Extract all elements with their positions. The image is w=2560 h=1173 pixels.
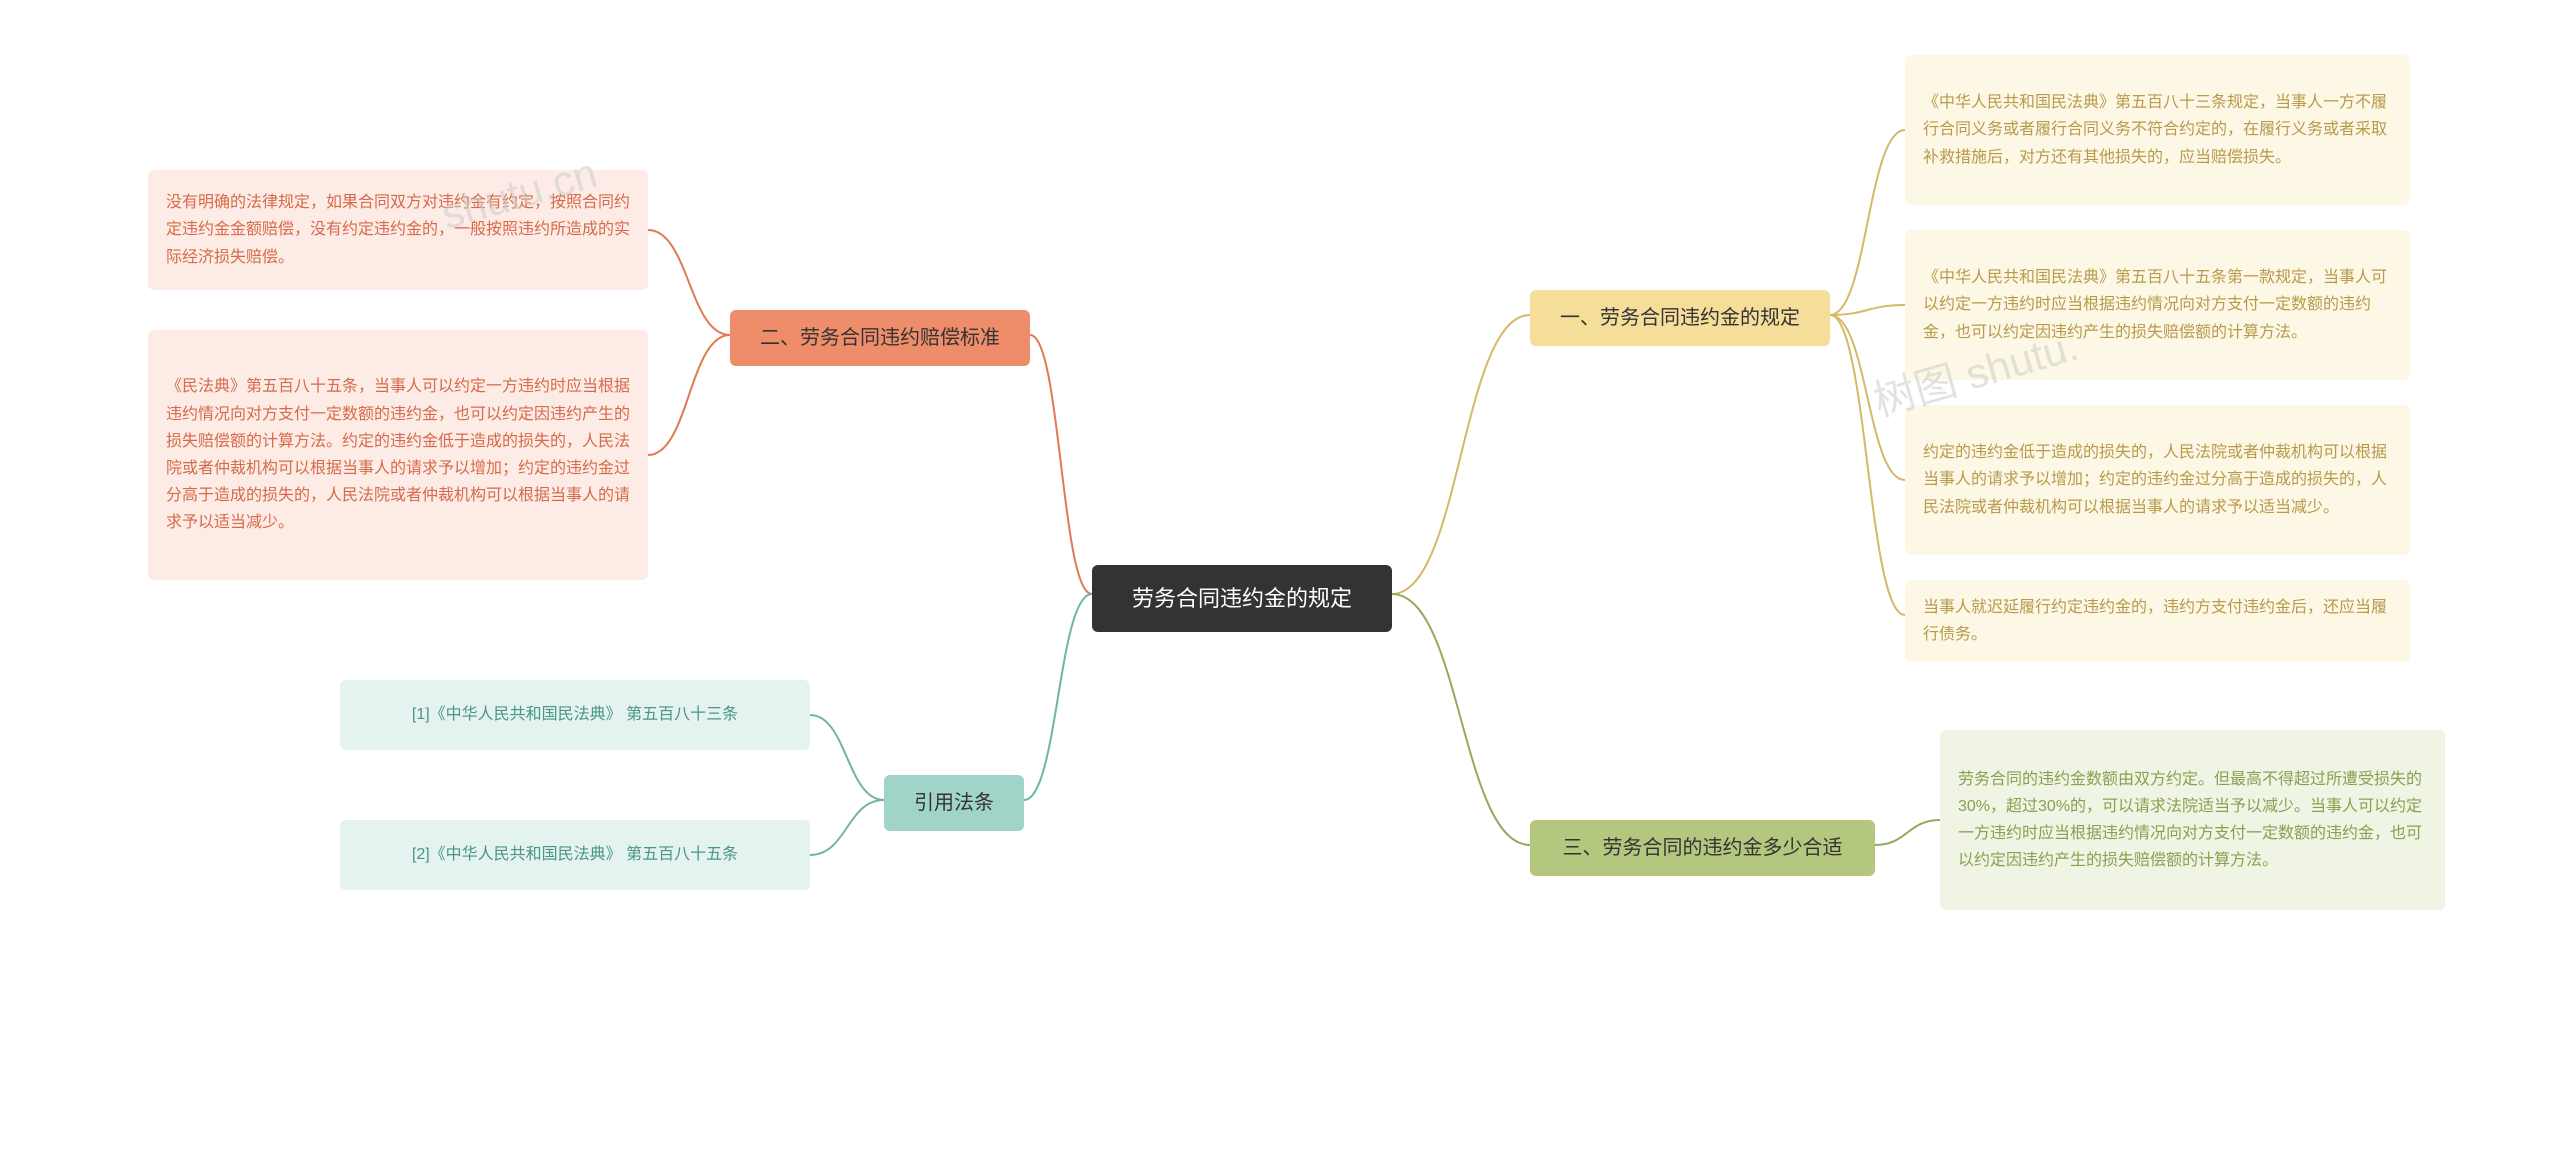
leaf-code-583: 《中华人民共和国民法典》第五百八十三条规定，当事人一方不履行合同义务或者履行合同… [1905,55,2410,205]
branch-compensation-standard: 二、劳务合同违约赔偿标准 [730,310,1030,366]
branch-cited-articles: 引用法条 [884,775,1024,831]
branch-penalty-regulation: 一、劳务合同违约金的规定 [1530,290,1830,346]
leaf-amount-30pct: 劳务合同的违约金数额由双方约定。但最高不得超过所遭受损失的30%，超过30%的，… [1940,730,2445,910]
leaf-civil-code-585: 《民法典》第五百八十五条，当事人可以约定一方违约时应当根据违约情况向对方支付一定… [148,330,648,580]
leaf-court-adjust: 约定的违约金低于造成的损失的，人民法院或者仲裁机构可以根据当事人的请求予以增加；… [1905,405,2410,555]
mindmap-root: 劳务合同违约金的规定 [1092,565,1392,632]
leaf-no-explicit-law: 没有明确的法律规定，如果合同双方对违约金有约定，按照合同约定违约金金额赔偿，没有… [148,170,648,290]
leaf-code-585-1: 《中华人民共和国民法典》第五百八十五条第一款规定，当事人可以约定一方违约时应当根… [1905,230,2410,380]
branch-penalty-amount: 三、劳务合同的违约金多少合适 [1530,820,1875,876]
leaf-citation-585: [2]《中华人民共和国民法典》 第五百八十五条 [340,820,810,890]
leaf-citation-583: [1]《中华人民共和国民法典》 第五百八十三条 [340,680,810,750]
leaf-delay-perform: 当事人就迟延履行约定违约金的，违约方支付违约金后，还应当履行债务。 [1905,580,2410,662]
